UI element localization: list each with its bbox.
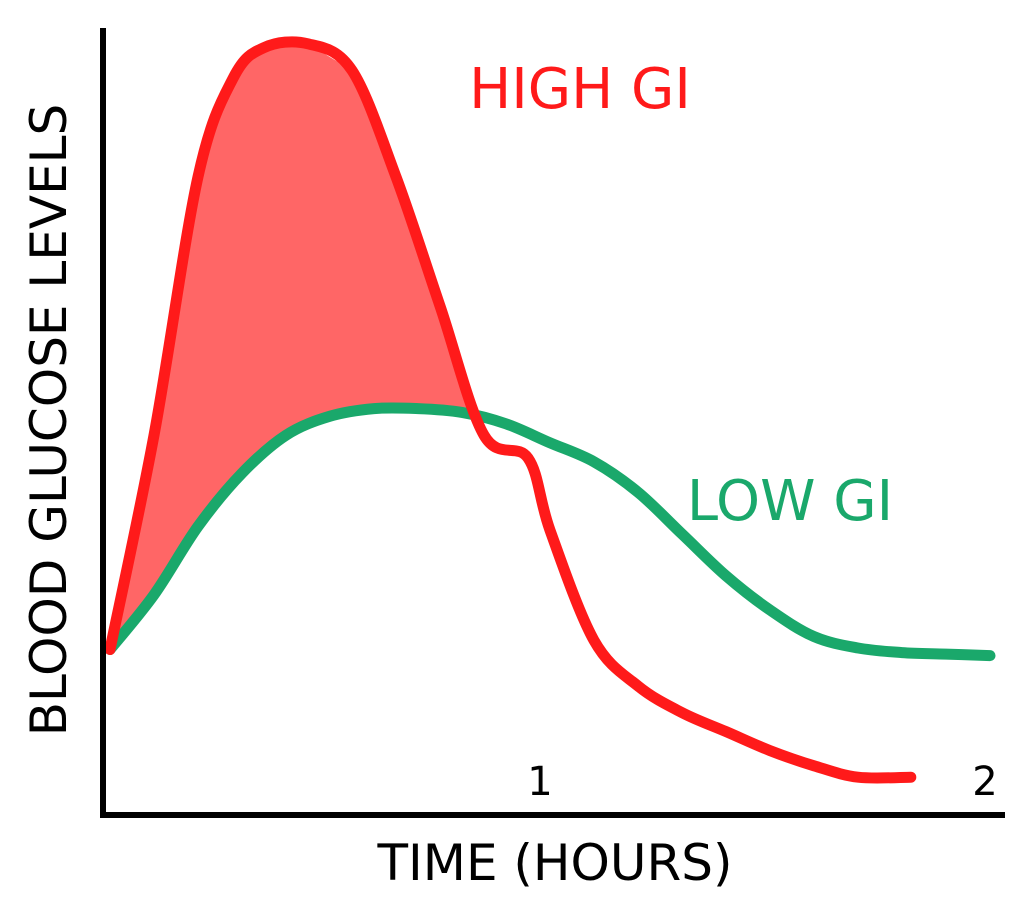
x-tick-label-2: 2 [972, 759, 997, 805]
low-gi-label: LOW GI [687, 469, 893, 534]
high-gi-label: HIGH GI [469, 57, 691, 122]
x-tick-label-1: 1 [527, 759, 552, 805]
low-gi-line [104, 402, 996, 662]
high-gi-line [104, 36, 917, 784]
high-gi-area-fill [110, 43, 476, 650]
y-axis-label: BLOOD GLUCOSE LEVELS [20, 104, 78, 737]
x-axis-label: TIME (HOURS) [377, 834, 733, 892]
